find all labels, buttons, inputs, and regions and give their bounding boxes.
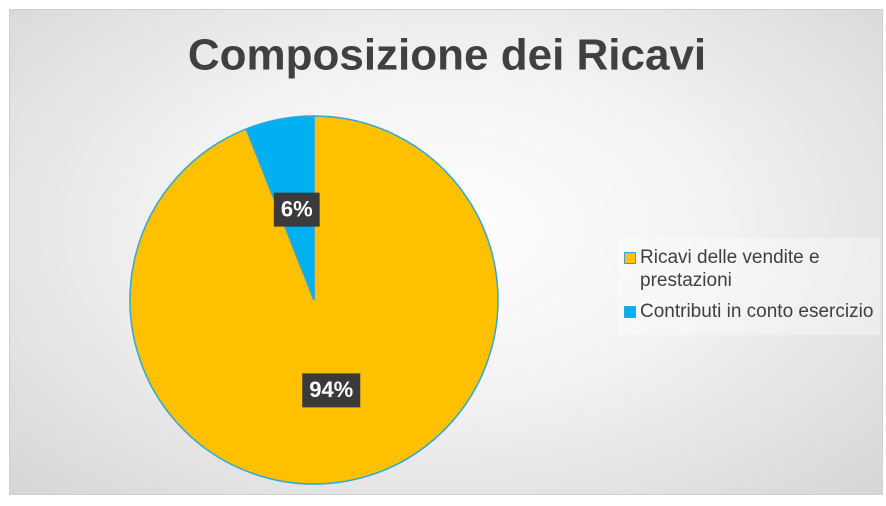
legend-label: Ricavi delle vendite e prestazioni <box>640 247 820 291</box>
legend-entry: Ricavi delle vendite e prestazioni <box>624 246 874 292</box>
data-label-bg <box>302 373 361 408</box>
data-label-group: 6% <box>273 192 320 227</box>
legend-entry: Contributi in conto esercizio <box>624 300 874 323</box>
data-label: 6% <box>281 196 313 221</box>
legend-label: Contributi in conto esercizio <box>640 301 874 322</box>
chart-title: Composizione dei Ricavi <box>188 31 706 80</box>
legend: Ricavi delle vendite e prestazioni Contri… <box>618 238 880 335</box>
data-label: 94% <box>309 377 353 402</box>
data-label-group: 94% <box>302 373 361 408</box>
legend-swatch <box>624 306 636 318</box>
data-label-bg <box>273 192 320 227</box>
legend-swatch <box>624 252 636 264</box>
